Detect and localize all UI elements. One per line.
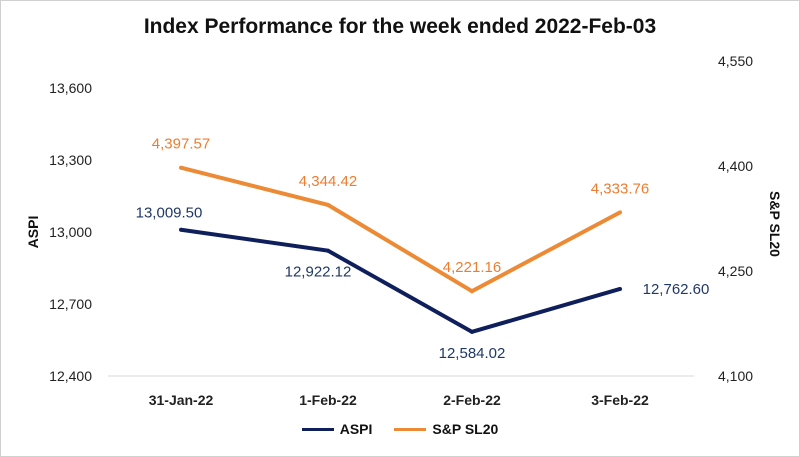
x-tick-label: 2-Feb-22 (443, 392, 501, 408)
data-point-s-p-sl20 (470, 289, 474, 294)
x-tick-label: 31-Jan-22 (149, 392, 214, 408)
data-label-s-p-sl20: 4,397.57 (152, 136, 210, 153)
legend-item-aspi: ASPI (301, 421, 373, 437)
series-line-s-p-sl20 (180, 165, 621, 294)
data-label-aspi: 12,922.12 (285, 264, 352, 281)
legend-swatch-aspi (301, 427, 334, 431)
x-tick-label: 1-Feb-22 (299, 392, 357, 408)
y-tick-label: 13,300 (49, 152, 92, 168)
y-tick-label: 12,400 (49, 368, 92, 384)
legend-item-sp-sl20: S&P SL20 (394, 421, 498, 437)
data-label-aspi: 13,009.50 (136, 205, 203, 222)
chart-legend: ASPI S&P SL20 (0, 421, 800, 437)
y2-tick-label: 4,550 (718, 53, 753, 69)
data-point-aspi (326, 248, 330, 253)
y-axis-title: ASPI (25, 216, 41, 249)
y2-tick-label: 4,250 (718, 263, 753, 279)
y2-tick-label: 4,400 (718, 158, 753, 174)
data-point-aspi (179, 227, 183, 232)
data-label-aspi: 12,584.02 (439, 345, 506, 362)
chart-title: Index Performance for the week ended 202… (143, 15, 657, 38)
x-tick-label: 3-Feb-22 (591, 392, 649, 408)
y2-axis-title: S&P SL20 (767, 191, 783, 257)
y2-tick-label: 4,100 (718, 368, 753, 384)
legend-label-sp-sl20: S&P SL20 (432, 421, 499, 437)
legend-swatch-sp-sl20 (394, 427, 427, 431)
data-label-s-p-sl20: 4,333.76 (591, 180, 649, 197)
y-tick-label: 13,000 (49, 224, 92, 240)
legend-label-aspi: ASPI (339, 421, 373, 437)
data-point-s-p-sl20 (179, 165, 183, 170)
data-point-aspi (618, 286, 622, 291)
data-label-s-p-sl20: 4,344.42 (299, 173, 357, 190)
y-tick-label: 13,600 (49, 80, 92, 96)
series-line-aspi (180, 227, 621, 334)
data-point-s-p-sl20 (618, 210, 622, 215)
data-label-aspi: 12,762.60 (643, 281, 710, 298)
y-tick-label: 12,700 (49, 296, 92, 312)
data-label-s-p-sl20: 4,221.16 (443, 259, 501, 276)
data-point-aspi (470, 329, 474, 334)
data-point-s-p-sl20 (326, 202, 330, 207)
